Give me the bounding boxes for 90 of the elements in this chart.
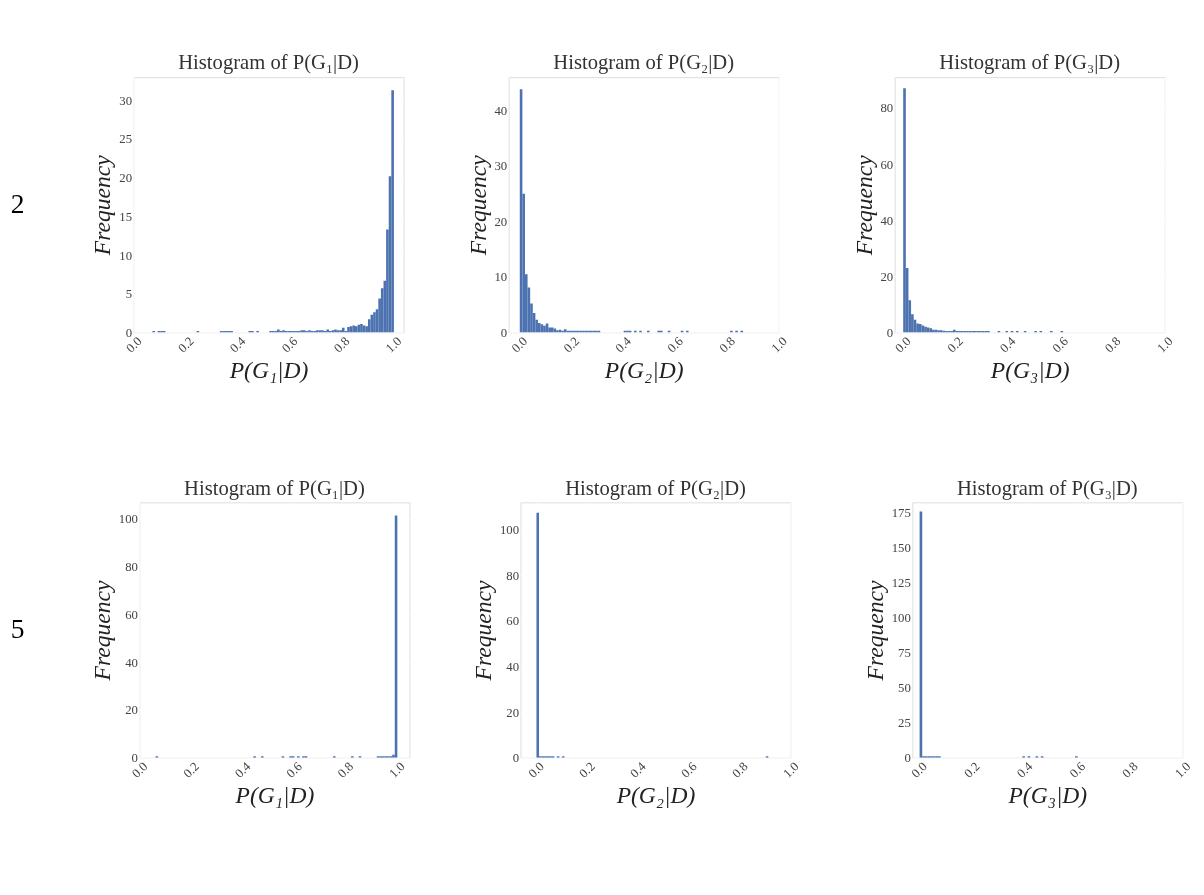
chart-title: Histogram of P(G₃|D)	[956, 476, 1138, 500]
x-tick-label: 0.6	[279, 334, 301, 356]
x-tick-label: 0.8	[331, 334, 353, 356]
x-tick-label: 0.8	[1119, 759, 1141, 781]
y-axis-title: Frequency	[88, 580, 115, 682]
y-tick-label: 100	[118, 512, 138, 527]
x-tick-label: 1.0	[780, 759, 802, 781]
y-tick-label: 40	[880, 213, 894, 228]
chart-title: Histogram of P(G₁|D)	[184, 476, 365, 500]
y-tick-label: 0	[131, 751, 138, 766]
y-tick-label: 80	[506, 568, 520, 583]
chart-title: Histogram of P(G₂|D)	[553, 51, 735, 75]
x-tick-label: 0.4	[627, 758, 650, 781]
x-tick-label: 0.0	[892, 334, 914, 356]
x-tick-label: 0.2	[560, 334, 583, 356]
y-tick-label: 20	[125, 703, 138, 718]
x-axis-title: P(G₃|D)	[1007, 782, 1088, 809]
x-tick-label: 0.4	[227, 333, 249, 356]
y-tick-label: 80	[125, 560, 138, 575]
y-axis-title: Frequency	[861, 580, 888, 682]
y-tick-label: 20	[494, 214, 508, 229]
x-tick-label: 0.4	[997, 333, 1019, 356]
x-axis-title: P(G₃|D)	[989, 356, 1070, 383]
y-tick-label: 80	[880, 101, 894, 116]
y-tick-label: 20	[506, 705, 520, 720]
x-tick-label: 1.0	[386, 759, 408, 781]
y-tick-label: 0	[886, 325, 894, 340]
y-tick-label: 25	[119, 132, 133, 147]
text: 5	[10, 613, 25, 644]
y-axis-title: Frequency	[89, 154, 116, 257]
x-tick-label: 0.4	[1014, 758, 1036, 781]
x-tick-label: 0.0	[525, 759, 547, 781]
y-tick-label: 30	[494, 159, 508, 174]
y-tick-label: 60	[506, 614, 520, 629]
y-tick-label: 60	[880, 157, 894, 172]
x-tick-label: 0.8	[1102, 334, 1124, 356]
x-tick-label: 0.0	[508, 334, 531, 356]
y-tick-label: 0	[512, 751, 520, 766]
y-tick-label: 15	[119, 209, 133, 224]
x-tick-label: 0.6	[664, 334, 686, 356]
x-axis-title: P(G₂|D)	[603, 356, 684, 383]
y-tick-label: 60	[125, 607, 138, 622]
x-axis-title: P(G₁|D)	[234, 782, 315, 809]
x-tick-label: 0.2	[175, 334, 197, 356]
x-tick-label: 1.0	[768, 334, 790, 356]
x-axis-title: P(G₂|D)	[615, 782, 696, 809]
x-tick-label: 1.0	[383, 334, 405, 356]
y-tick-label: 20	[880, 269, 894, 284]
x-tick-label: 0.8	[716, 334, 738, 356]
y-tick-label: 10	[494, 270, 508, 285]
y-tick-label: 0	[500, 325, 508, 340]
y-tick-label: 20	[119, 171, 133, 186]
y-tick-label: 30	[119, 93, 133, 108]
y-tick-label: 150	[891, 540, 911, 555]
x-tick-label: 0.4	[232, 758, 254, 781]
x-axis-title: P(G₁|D)	[228, 356, 309, 383]
y-tick-label: 100	[891, 610, 911, 625]
text: 2	[10, 188, 25, 219]
y-tick-label: 125	[891, 575, 911, 590]
chart-title: Histogram of P(G₂|D)	[565, 476, 746, 500]
y-tick-label: 40	[506, 659, 520, 674]
y-axis-title: Frequency	[464, 154, 491, 257]
x-tick-label: 0.2	[961, 759, 983, 781]
y-tick-label: 50	[898, 680, 911, 695]
y-axis-title: Frequency	[850, 154, 877, 257]
x-tick-label: 0.8	[729, 759, 751, 781]
y-tick-label: 175	[891, 505, 911, 520]
y-tick-label: 25	[898, 716, 911, 731]
x-tick-label: 0.8	[335, 759, 357, 781]
y-tick-label: 100	[499, 523, 520, 538]
y-tick-label: 40	[494, 103, 508, 118]
chart-title: Histogram of P(G₃|D)	[939, 51, 1121, 75]
x-tick-label: 0.6	[678, 759, 700, 781]
x-tick-label: 0.2	[576, 759, 598, 781]
x-tick-label: 0.4	[612, 333, 635, 356]
x-tick-label: 0.6	[1049, 334, 1071, 356]
x-tick-label: 0.2	[180, 759, 202, 781]
y-tick-label: 40	[125, 655, 138, 670]
x-tick-label: 1.0	[1154, 334, 1176, 356]
y-axis-title: Frequency	[470, 580, 497, 682]
y-tick-label: 0	[904, 751, 911, 766]
x-tick-label: 0.6	[283, 759, 305, 781]
y-tick-label: 5	[125, 287, 133, 302]
x-tick-label: 0.6	[1066, 759, 1089, 781]
x-tick-label: 1.0	[1172, 759, 1194, 781]
chart-title: Histogram of P(G₁|D)	[178, 51, 359, 75]
y-tick-label: 75	[898, 645, 911, 660]
y-tick-label: 0	[125, 325, 133, 340]
x-tick-label: 0.2	[944, 334, 966, 356]
y-tick-label: 10	[119, 248, 133, 263]
